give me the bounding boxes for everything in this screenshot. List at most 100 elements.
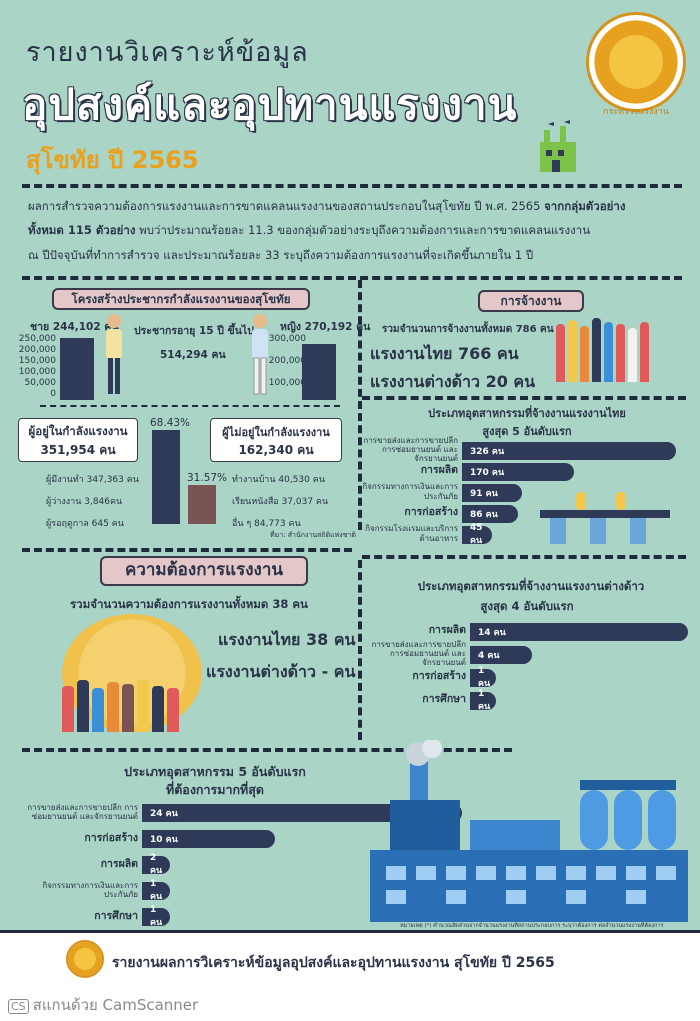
bar-label: กิจกรรมทางการเงินและการประกันภัย (42, 880, 138, 899)
bar-row: การศึกษา 1 คน (362, 689, 692, 712)
axis-tick: 50,000 (24, 378, 57, 388)
camscanner-text: สแกนด้วย CamScanner (32, 996, 199, 1014)
divider-bottom (22, 748, 512, 752)
in-labor-bar (152, 430, 180, 524)
bar: 86 คน (462, 504, 519, 523)
bar: 1 คน (142, 879, 170, 902)
female-axis: 300,000 200,000 100,000 (268, 334, 306, 400)
bar-label: การก่อสร้าง (84, 831, 138, 844)
out-labor-title: ผู้ไม่อยู่ในกำลังแรงงาน (222, 426, 330, 439)
bar: 45 คน (462, 522, 492, 546)
demand-top5-chart: การขายส่งและการขายปลีก การซ่อมยานยนต์ แล… (22, 800, 472, 930)
in-labor-pct: 68.43% (150, 417, 191, 429)
in-labor-title: ผู้อยู่ในกำลังแรงงาน (28, 424, 128, 438)
intro-line-3: ณ ปีปัจจุบันที่ทำการสำรวจ และประมาณร้อยล… (28, 248, 534, 262)
divider-left-mid (22, 548, 352, 552)
bar: 24 คน (142, 804, 462, 822)
foreign-top4-title-2: สูงสุด 4 อันดับแรก (480, 599, 574, 613)
thai-top5-chart: การขายส่งและการขายปลีก การซ่อมยานยนต์ แล… (362, 435, 692, 550)
out-labor-pct: 31.57% (187, 472, 228, 484)
bar-row: การผลิต 2 คน (22, 852, 472, 878)
large-factory-icon (370, 740, 688, 922)
bar-value-label: 1 คน (150, 905, 163, 928)
bar-label: กิจกรรมทางการเงินและการประกันภัย (362, 482, 458, 501)
bar-label: การขายส่งและการขายปลีก การซ่อมยานยนต์ แล… (363, 435, 458, 464)
bar-value-label: 1 คน (150, 879, 163, 902)
factory-workers-icon (540, 492, 670, 544)
bar-row: การก่อสร้าง 1 คน (362, 666, 692, 689)
intro-line-1: ผลการสำรวจความต้องการแรงงานและการขาดแคลน… (28, 199, 626, 213)
male-axis: 250,000 200,000 150,000 100,000 50,000 0 (14, 334, 56, 400)
man-figure-icon (106, 314, 122, 394)
seasonal-item: ผู้รอฤดูกาล 645 คน (46, 519, 124, 529)
bar: 4 คน (470, 645, 533, 664)
unemployed-item: ผู้ว่างงาน 3,846คน (46, 497, 123, 507)
axis-tick: 250,000 (18, 334, 56, 344)
bar-value-label: 14 คน (478, 627, 506, 638)
bar-value-label: 1 คน (478, 688, 491, 712)
bar: 326 คน (462, 441, 676, 460)
bar: 1 คน (470, 688, 496, 712)
intro-line-2: ทั้งหมด 115 ตัวอย่าง พบว่าประมาณร้อยละ 1… (28, 223, 591, 237)
bar-row: กิจกรรมทางการเงินและการประกันภัย 91 คน (362, 482, 692, 503)
bar-row: การผลิต 170 คน (362, 461, 692, 482)
ministry-seal-icon (586, 12, 686, 112)
bar-label: การก่อสร้าง (404, 506, 458, 519)
bar: 170 คน (462, 462, 574, 481)
bar: 1 คน (142, 905, 170, 928)
demand-foreign: แรงงานต่างด้าว - คน (206, 662, 356, 681)
divider-vertical-2 (358, 560, 362, 740)
female-label: หญิง 270,192 คน (280, 321, 371, 333)
axis-tick: 300,000 (268, 334, 306, 344)
seal-caption: กระทรวงแรงงาน (603, 107, 669, 117)
split-arrow (40, 405, 340, 407)
bar-value-label: 1 คน (478, 665, 491, 689)
divider-employment (362, 396, 686, 400)
camscanner-watermark: CS สแกนด้วย CamScanner (8, 993, 198, 1017)
bar-label: การผลิต (420, 464, 458, 477)
population-title: โครงสร้างประชากรกำลังแรงงานของสุโขทัย (52, 288, 310, 310)
employment-title: การจ้างงาน (478, 290, 584, 312)
diverse-workers-icon (62, 680, 179, 732)
bar-row: การศึกษา 1 คน (22, 904, 472, 930)
bar-value-label: 45 คน (470, 522, 483, 546)
male-label: ชาย 244,102 คน (30, 321, 119, 333)
bar-value-label: 10 คน (150, 835, 178, 845)
bar-label: การขายส่งและการขายปลีก การซ่อมยานยนต์ แล… (27, 802, 138, 821)
bar-label: การก่อสร้าง (412, 670, 466, 683)
workers-illustration-icon (556, 318, 649, 382)
axis-tick: 100,000 (268, 378, 306, 388)
bar-row: การขายส่งและการขายปลีก การซ่อมยานยนต์ แล… (362, 435, 692, 464)
bar-label: การศึกษา (94, 909, 138, 922)
divider-top (22, 184, 682, 188)
divider-intro (22, 276, 682, 280)
bar-label: การผลิต (428, 624, 466, 637)
footer-seal-icon (66, 940, 104, 978)
studying-item: เรียนหนังสือ 37,037 คน (232, 497, 329, 507)
demand-thai: แรงงานไทย 38 คน (218, 630, 356, 649)
male-bar (60, 338, 94, 400)
employment-foreign: แรงงานต่างด้าว 20 คน (370, 372, 536, 391)
axis-tick: 0 (50, 389, 56, 399)
out-labor-bar (188, 485, 216, 524)
axis-tick: 200,000 (268, 356, 306, 366)
thai-top5-title-2: สูงสุด 5 อันดับแรก (482, 425, 572, 438)
bar-row: การก่อสร้าง 86 คน (362, 503, 692, 524)
bar: 2 คน (142, 853, 170, 876)
bar-value-label: 4 คน (478, 650, 500, 661)
employment-total: รวมจำนวนการจ้างงานทั้งหมด 786 คน (382, 324, 554, 335)
housework-item: ทำงานบ้าน 40,530 คน (232, 475, 325, 485)
axis-tick: 150,000 (18, 356, 56, 366)
bar-label: กิจกรรมโรงแรมและบริการด้านอาหาร (365, 524, 458, 543)
in-labor-value: 351,954 คน (40, 443, 116, 457)
in-labor-box: ผู้อยู่ในกำลังแรงงาน 351,954 คน (18, 418, 138, 462)
bar-value-label: 326 คน (470, 446, 505, 457)
demand-top5-title-1: ประเภทอุตสาหกรรม 5 อันดับแรก (124, 764, 306, 779)
title-line-3: สุโขทัย ปี 2565 (26, 146, 199, 174)
axis-tick: 200,000 (18, 345, 56, 355)
infographic-poster (0, 0, 700, 930)
bar: 91 คน (462, 483, 522, 502)
age15-label: ประชากรอายุ 15 ปี ขึ้นไป (134, 325, 254, 337)
thai-top5-title-1: ประเภทอุตสาหกรรมที่จ้างงานแรงงานไทย (428, 407, 626, 420)
female-bar (302, 344, 336, 400)
